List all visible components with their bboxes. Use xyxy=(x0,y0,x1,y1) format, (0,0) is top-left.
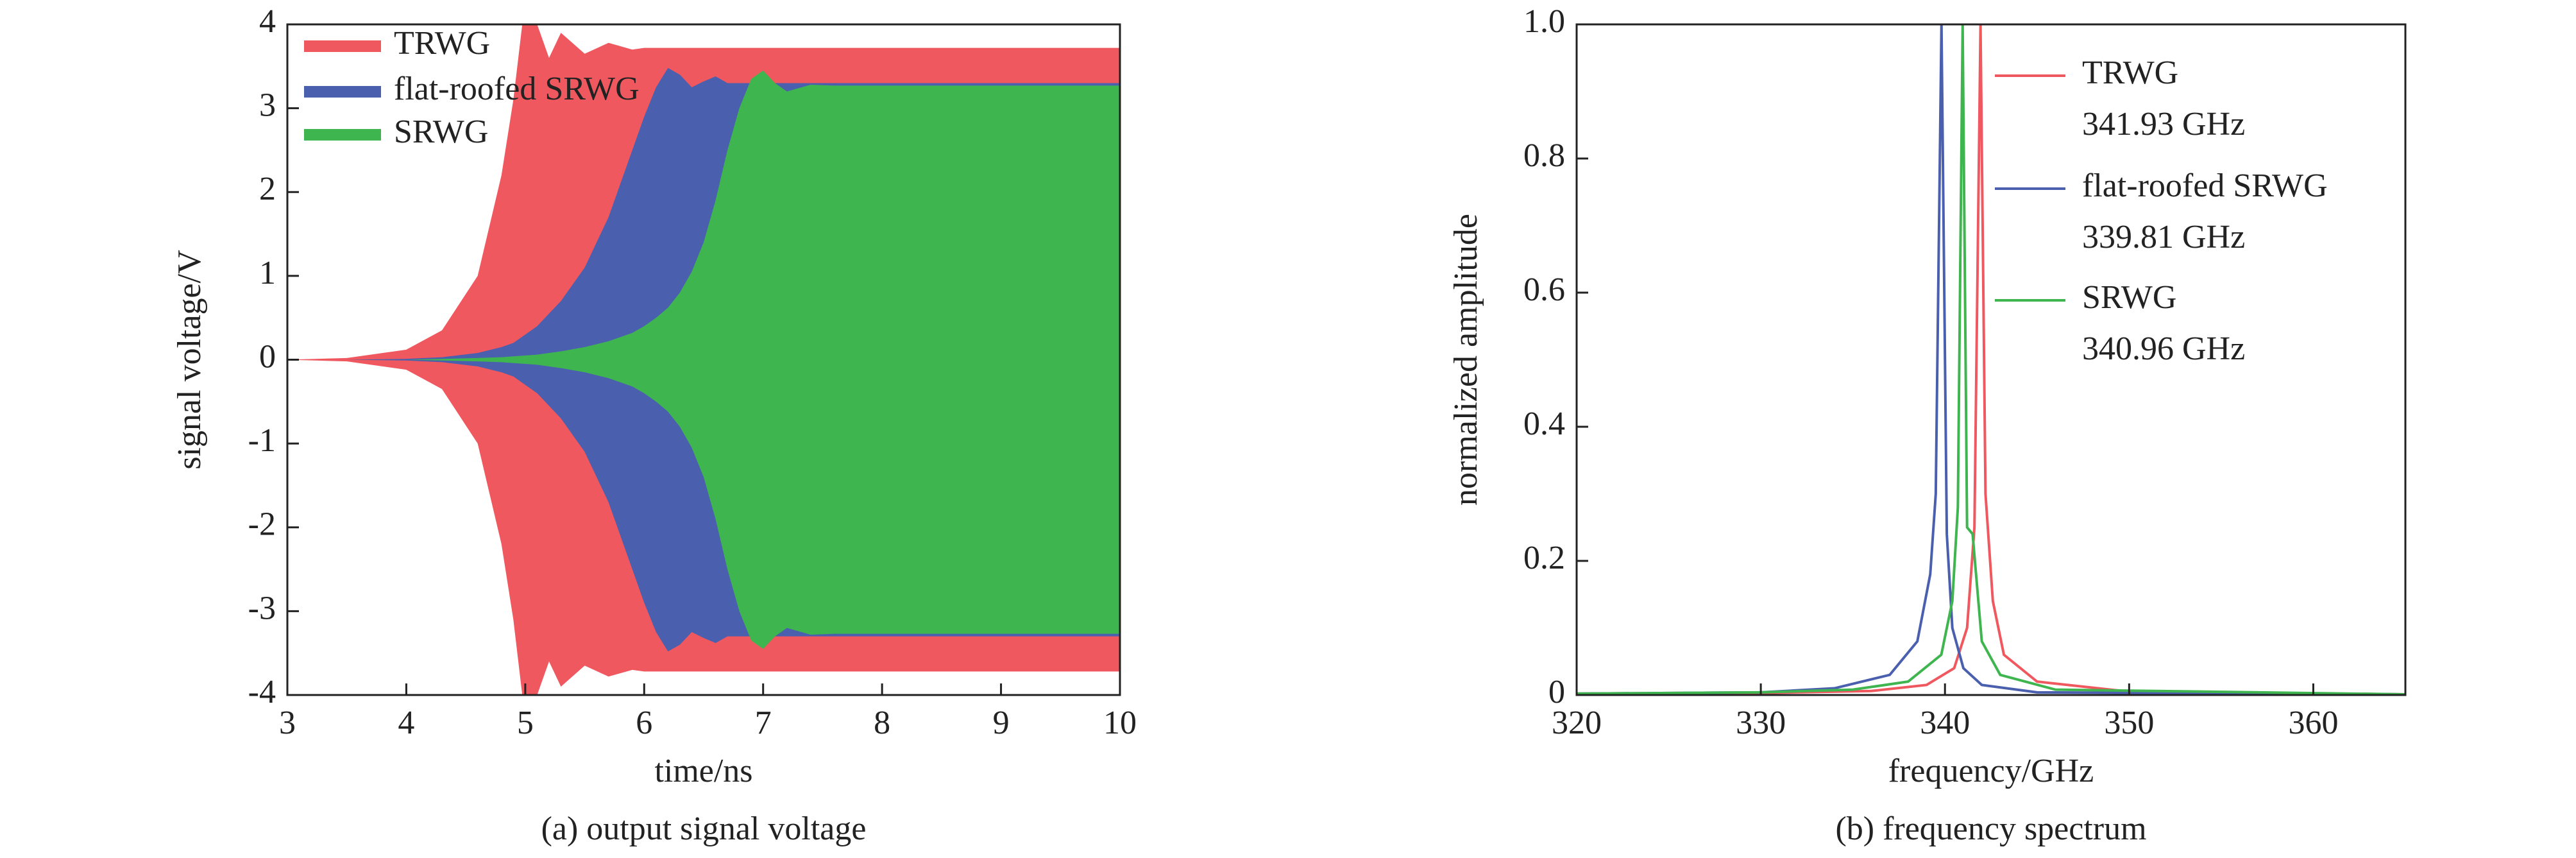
legend-label: SRWG xyxy=(394,114,488,150)
y-tick-label: 2 xyxy=(259,171,276,207)
y-tick-label: 1.0 xyxy=(1523,3,1565,40)
legend-label: TRWG xyxy=(2082,55,2178,91)
y-axis-label: normalized amplitude xyxy=(1448,214,1484,506)
x-tick-label: 5 xyxy=(517,705,534,741)
x-tick-label: 4 xyxy=(398,705,414,741)
legend-label: SRWG xyxy=(2082,279,2176,316)
x-tick-label: 10 xyxy=(1103,705,1137,741)
x-tick-label: 360 xyxy=(2288,705,2338,741)
y-tick-label: 0 xyxy=(259,338,276,375)
y-tick-label: 0.6 xyxy=(1523,271,1565,308)
caption: (b) frequency spectrum xyxy=(1835,811,2146,847)
legend-peak-label: 340.96 GHz xyxy=(2082,330,2245,367)
y-tick-label: -2 xyxy=(248,506,276,543)
y-tick-label: 3 xyxy=(259,87,276,124)
x-tick-label: 3 xyxy=(279,705,296,741)
y-tick-label: 0.4 xyxy=(1523,406,1565,442)
y-tick-label: -3 xyxy=(248,590,276,626)
plot-area xyxy=(1577,24,2405,695)
legend-label: flat-roofed SRWG xyxy=(394,71,640,107)
x-tick-label: 320 xyxy=(1552,705,1602,741)
x-axis-label: time/ns xyxy=(654,753,752,789)
legend-peak-label: 339.81 GHz xyxy=(2082,219,2245,255)
x-tick-label: 8 xyxy=(874,705,890,741)
spectrum-line xyxy=(1577,24,2405,695)
legend-label: flat-roofed SRWG xyxy=(2082,167,2328,204)
x-axis-label: frequency/GHz xyxy=(1888,753,2094,789)
x-tick-label: 6 xyxy=(636,705,652,741)
x-tick-label: 330 xyxy=(1736,705,1786,741)
caption: (a) output signal voltage xyxy=(541,811,867,847)
x-tick-label: 340 xyxy=(1920,705,1970,741)
legend-peak-label: 341.93 GHz xyxy=(2082,106,2245,142)
plot-area xyxy=(287,24,1120,695)
y-tick-label: 0.2 xyxy=(1523,540,1565,576)
x-tick-label: 350 xyxy=(2104,705,2154,741)
x-tick-label: 7 xyxy=(755,705,772,741)
spectrum-line xyxy=(1577,24,2405,695)
y-tick-label: 0 xyxy=(1548,674,1565,710)
y-tick-label: 0.8 xyxy=(1523,137,1565,174)
y-tick-label: -1 xyxy=(248,422,276,459)
y-tick-label: -4 xyxy=(248,674,276,710)
spectrum-line xyxy=(1577,24,2405,695)
x-tick-label: 9 xyxy=(993,705,1010,741)
y-tick-label: 1 xyxy=(259,255,276,291)
envelope-area xyxy=(287,70,1120,649)
legend-label: TRWG xyxy=(394,25,490,62)
y-axis-label: signal voltage/V xyxy=(171,250,208,469)
y-tick-label: 4 xyxy=(259,3,276,40)
axes-frame xyxy=(1575,23,2407,696)
